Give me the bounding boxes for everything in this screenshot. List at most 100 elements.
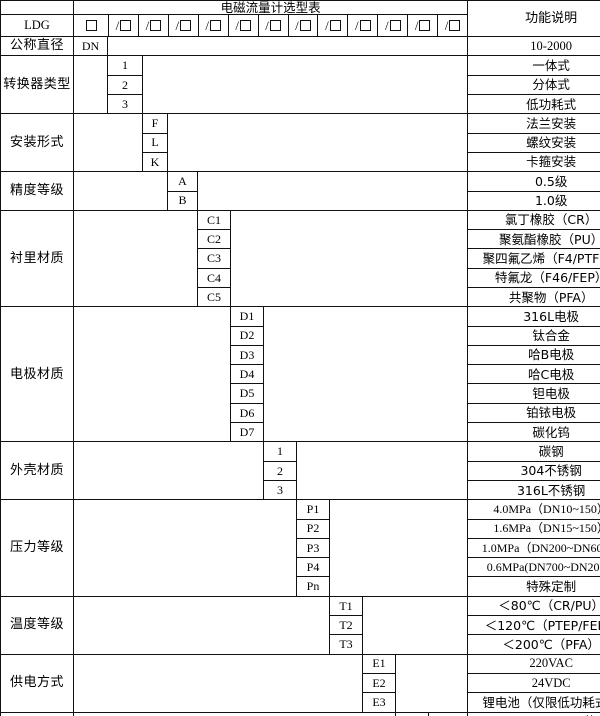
code-cell[interactable]: C1 — [197, 209, 231, 231]
spacer-left — [73, 171, 168, 211]
table-row: E3 锂电池（仅限低功耗式） — [1, 692, 600, 713]
code-cell[interactable]: C5 — [197, 286, 231, 308]
spacer-left — [73, 441, 264, 501]
code-cell[interactable]: 1 — [107, 55, 143, 76]
table-row: 公称直径 DN 10-2000 — [0, 36, 600, 57]
table-row: 3 低功耗式 — [1, 94, 600, 115]
table-row: 供电方式 E1 220VAC — [0, 653, 600, 713]
code-cell[interactable]: E1 — [362, 653, 396, 674]
code-cell[interactable]: 2 — [263, 460, 297, 481]
slash-separator: / — [265, 18, 269, 34]
description-cell: 法兰安装 — [467, 113, 600, 134]
code-cell[interactable]: T1 — [329, 595, 363, 617]
spacer-left — [73, 653, 363, 713]
code-cell[interactable]: T3 — [329, 634, 363, 655]
spacer-right — [361, 595, 469, 655]
code-cell[interactable]: F — [142, 113, 168, 134]
description-cell: 特氟龙（F46/FEP） — [467, 267, 600, 288]
row-label-3: 安装形式 — [0, 113, 74, 173]
code-cell[interactable]: S1 — [395, 711, 429, 716]
description-cell: 1.0级 — [467, 190, 600, 211]
description-cell: 304不锈钢 — [467, 460, 600, 481]
code-cell[interactable]: B — [167, 190, 198, 211]
code-cell[interactable]: C2 — [197, 229, 231, 250]
code-box-7[interactable]: / — [287, 15, 318, 36]
code-cell[interactable]: P4 — [296, 557, 330, 578]
code-cell[interactable]: D1 — [230, 306, 264, 327]
code-cell[interactable]: D6 — [230, 402, 264, 424]
code-cell[interactable]: K — [142, 151, 168, 173]
empty-box-icon — [269, 20, 281, 32]
slash-separator: / — [355, 18, 359, 34]
code-cell[interactable]: E3 — [362, 692, 396, 713]
code-box-5[interactable]: / — [227, 15, 258, 36]
description-cell: 碳钢 — [467, 441, 600, 462]
table-row: 电极材质 D1 316L电极 — [0, 306, 600, 443]
row-label-11: 信号输出 — [0, 711, 74, 716]
table-row: Pn 特殊定制 — [1, 576, 600, 597]
code-cell[interactable]: Pn — [296, 576, 330, 597]
table-row: C5 共聚物（PFA） — [1, 286, 600, 308]
code-box-2[interactable]: / — [137, 15, 168, 36]
table-row: 衬里材质 C1 氯丁橡胶（CR） — [0, 209, 600, 308]
code-box-3[interactable]: / — [167, 15, 198, 36]
code-cell[interactable]: D4 — [230, 364, 264, 385]
slash-separator: / — [205, 18, 210, 34]
code-cell[interactable]: D5 — [230, 383, 264, 404]
code-cell[interactable]: E2 — [362, 672, 396, 694]
table-row: 压力等级 P1 4.0MPa（DN10~150） — [0, 499, 600, 597]
code-cell[interactable]: 1 — [263, 441, 297, 462]
code-cell[interactable]: P3 — [296, 537, 330, 559]
code-cell[interactable]: L — [142, 132, 168, 153]
spacer-right — [295, 441, 469, 501]
code-box-8[interactable]: / — [317, 15, 347, 36]
description-cell: 螺纹安装 — [467, 132, 600, 153]
code-cell[interactable]: D7 — [230, 422, 264, 443]
code-box-4[interactable]: / — [197, 15, 228, 36]
spacer-right — [141, 55, 469, 115]
code-cell[interactable]: DN — [73, 36, 108, 57]
table-row: D3 哈B电极 — [1, 344, 600, 366]
code-box-9[interactable]: / — [347, 15, 377, 36]
spacer-left — [73, 499, 297, 597]
row-label-9: 温度等级 — [0, 595, 74, 655]
code-cell[interactable]: 3 — [107, 94, 143, 115]
empty-box-icon — [329, 20, 341, 32]
description-cell: 钽电极 — [467, 383, 600, 404]
table-row: 信号输出 S1 4-20mA+RS485（标配） — [0, 711, 600, 716]
code-box-11[interactable]: / — [407, 15, 437, 36]
empty-box-icon — [449, 20, 461, 32]
code-box-10[interactable]: / — [377, 15, 407, 36]
code-box-12[interactable]: / — [437, 15, 466, 36]
empty-box-icon — [239, 20, 251, 32]
slash-separator: / — [444, 18, 449, 34]
row-label-5: 衬里材质 — [0, 209, 74, 308]
row-label-2: 转换器类型 — [0, 55, 74, 115]
code-cell[interactable]: P1 — [296, 499, 330, 520]
code-cell[interactable]: T2 — [329, 615, 363, 636]
description-cell: 氯丁橡胶（CR） — [467, 209, 600, 231]
code-box-6[interactable]: / — [257, 15, 288, 36]
code-cell[interactable]: A — [167, 171, 198, 192]
code-cell[interactable]: P2 — [296, 518, 330, 539]
code-cell[interactable]: C4 — [197, 267, 231, 288]
description-cell: ＜200℃（PFA） — [467, 634, 600, 655]
spacer-right — [328, 499, 469, 597]
description-cell: 共聚物（PFA） — [467, 286, 600, 308]
code-box-0[interactable] — [75, 16, 108, 36]
code-cell[interactable]: 2 — [107, 74, 143, 96]
description-cell: ＜120℃（PTEP/FEP） — [467, 615, 600, 636]
empty-box-icon — [419, 20, 431, 32]
description-cell: 锂电池（仅限低功耗式） — [467, 692, 600, 713]
code-cell[interactable]: D3 — [230, 344, 264, 366]
code-box-1[interactable]: / — [108, 15, 138, 36]
table-row: 转换器类型 1 一体式 — [0, 55, 600, 115]
slash-separator: / — [384, 18, 389, 34]
code-cell[interactable]: C3 — [197, 248, 231, 269]
description-cell: 低功耗式 — [467, 94, 600, 115]
table-row: 温度等级 T1 ＜80℃（CR/PU） — [0, 595, 600, 655]
code-cell[interactable]: 3 — [263, 479, 297, 501]
code-cell[interactable]: D2 — [230, 325, 264, 346]
description-cell: 4-20mA+RS485（标配） — [467, 711, 600, 716]
